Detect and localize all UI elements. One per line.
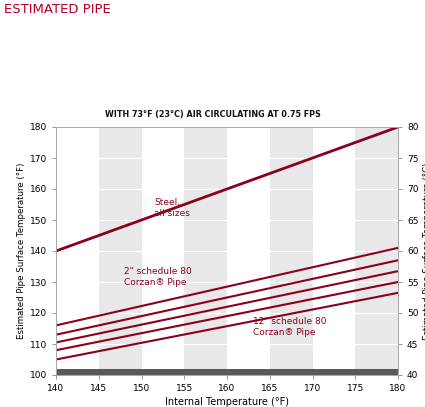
- Y-axis label: Estimated Pipe Surface Temperature (°F): Estimated Pipe Surface Temperature (°F): [17, 163, 26, 339]
- Text: Steel,
all sizes: Steel, all sizes: [154, 198, 190, 219]
- Bar: [227, 127, 270, 375]
- Text: ESTIMATED PIPE: ESTIMATED PIPE: [4, 3, 111, 16]
- Bar: [142, 127, 184, 375]
- Bar: [56, 370, 398, 375]
- Text: INTERNAL FLUID TEMPERATURE: INTERNAL FLUID TEMPERATURE: [70, 66, 355, 81]
- Bar: [56, 127, 99, 375]
- Y-axis label: Estimated Pipe Surface Temperature (°C): Estimated Pipe Surface Temperature (°C): [423, 162, 425, 340]
- Text: WITH 73°F (23°C) AIR CIRCULATING AT 0.75 FPS: WITH 73°F (23°C) AIR CIRCULATING AT 0.75…: [105, 109, 320, 118]
- Text: 2" schedule 80
Corzan® Pipe: 2" schedule 80 Corzan® Pipe: [125, 267, 192, 287]
- Text: 12" schedule 80
Corzan® Pipe: 12" schedule 80 Corzan® Pipe: [252, 317, 326, 337]
- X-axis label: Internal Temperature (°F): Internal Temperature (°F): [165, 397, 289, 407]
- Text: SURFACE TEMPERATURE VS.: SURFACE TEMPERATURE VS.: [86, 31, 339, 46]
- Bar: [312, 127, 355, 375]
